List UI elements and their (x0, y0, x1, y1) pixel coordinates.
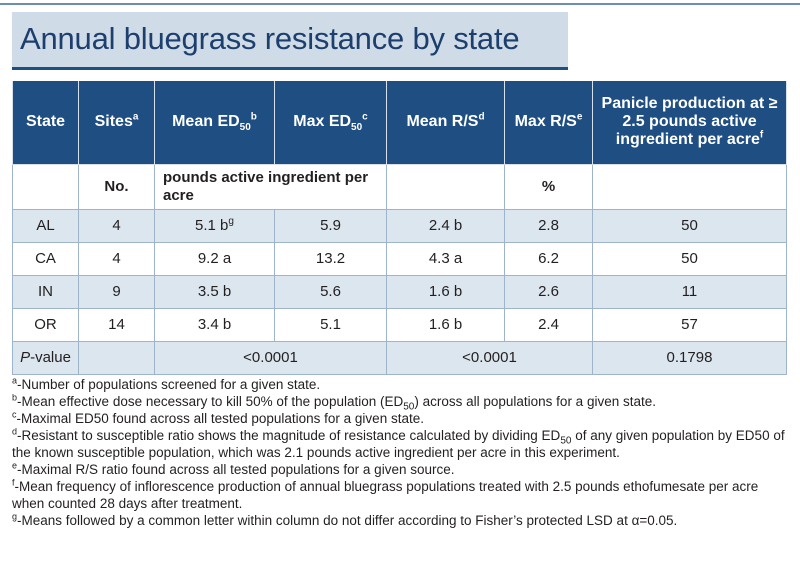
cell-mean-rs: 2.4 b (386, 208, 505, 243)
cell-max-rs: 2.8 (504, 208, 593, 243)
cell-max-rs: 2.4 (504, 307, 593, 342)
units-state-cell (12, 163, 79, 210)
cell-state: AL (12, 208, 79, 243)
cell-panicle: 50 (592, 208, 787, 243)
header-state: State (12, 81, 79, 165)
pvalue-row: P-value <0.0001 <0.0001 0.1798 (12, 340, 787, 375)
page-title: Annual bluegrass resistance by state (20, 21, 520, 56)
header-panicle-production: Panicle production at ≥ 2.5 pounds activ… (592, 81, 787, 165)
cell-panicle: 11 (592, 274, 787, 309)
cell-sites: 4 (78, 241, 155, 276)
cell-state: OR (12, 307, 79, 342)
cell-sites: 9 (78, 274, 155, 309)
cell-max-ed50: 5.9 (274, 208, 387, 243)
units-sites: No. (78, 163, 155, 210)
cell-panicle: 50 (592, 241, 787, 276)
cell-sites: 4 (78, 208, 155, 243)
table-row: OR 14 3.4 b 5.1 1.6 b 2.4 57 (12, 307, 787, 342)
footnote-c: c-Maximal ED50 found across all tested p… (12, 409, 424, 426)
header-mean-ed50: Mean ED50b (154, 81, 275, 165)
cell-mean-ed50: 3.5 b (154, 274, 275, 309)
cell-mean-ed50: 9.2 a (154, 241, 275, 276)
cell-mean-rs: 1.6 b (386, 307, 505, 342)
table-row: CA 4 9.2 a 13.2 4.3 a 6.2 50 (12, 241, 787, 276)
cell-max-ed50: 13.2 (274, 241, 387, 276)
cell-sites: 14 (78, 307, 155, 342)
cell-pvalue-rs: <0.0001 (386, 340, 593, 375)
title-banner: Annual bluegrass resistance by state (12, 12, 568, 70)
title-top-rule (0, 3, 800, 5)
footnote-b: b-Mean effective dose necessary to kill … (12, 392, 656, 413)
footnote-g: g-Means followed by a common letter with… (12, 511, 678, 528)
table-row: IN 9 3.5 b 5.6 1.6 b 2.6 11 (12, 274, 787, 309)
footnote-a: a-Number of populations screened for a g… (12, 375, 321, 392)
header-mean-rs: Mean R/Sd (386, 81, 505, 165)
header-sites: Sitesa (78, 81, 155, 165)
cell-max-ed50: 5.6 (274, 274, 387, 309)
table-header-row: State Sitesa Mean ED50b Max ED50c Mean R… (12, 81, 787, 165)
units-max-rs: % (504, 163, 593, 210)
cell-mean-rs: 1.6 b (386, 274, 505, 309)
header-max-rs: Max R/Se (504, 81, 593, 165)
header-max-ed50: Max ED50c (274, 81, 387, 165)
cell-state: CA (12, 241, 79, 276)
units-panicle-cell (592, 163, 787, 210)
footnote-d: d-Resistant to susceptible ratio shows t… (12, 426, 785, 460)
cell-max-rs: 6.2 (504, 241, 593, 276)
cell-pvalue-label: P-value (12, 340, 79, 375)
units-ed50: pounds active ingredient per acre (154, 163, 387, 210)
units-mean-rs-cell (386, 163, 505, 210)
cell-state: IN (12, 274, 79, 309)
units-row: No. pounds active ingredient per acre % (12, 163, 787, 210)
cell-mean-ed50: 3.4 b (154, 307, 275, 342)
cell-max-rs: 2.6 (504, 274, 593, 309)
cell-pvalue-ed50: <0.0001 (154, 340, 387, 375)
footnote-f: f-Mean frequency of inflorescence produc… (12, 477, 759, 511)
cell-mean-ed50: 5.1 bg (154, 208, 275, 243)
footnotes: a-Number of populations screened for a g… (12, 376, 788, 529)
resistance-table: State Sitesa Mean ED50b Max ED50c Mean R… (12, 81, 787, 375)
cell-pvalue-blank (78, 340, 155, 375)
cell-panicle: 57 (592, 307, 787, 342)
table-row: AL 4 5.1 bg 5.9 2.4 b 2.8 50 (12, 208, 787, 243)
cell-max-ed50: 5.1 (274, 307, 387, 342)
cell-mean-rs: 4.3 a (386, 241, 505, 276)
cell-pvalue-panicle: 0.1798 (592, 340, 787, 375)
footnote-e: e-Maximal R/S ratio found across all tes… (12, 460, 455, 477)
